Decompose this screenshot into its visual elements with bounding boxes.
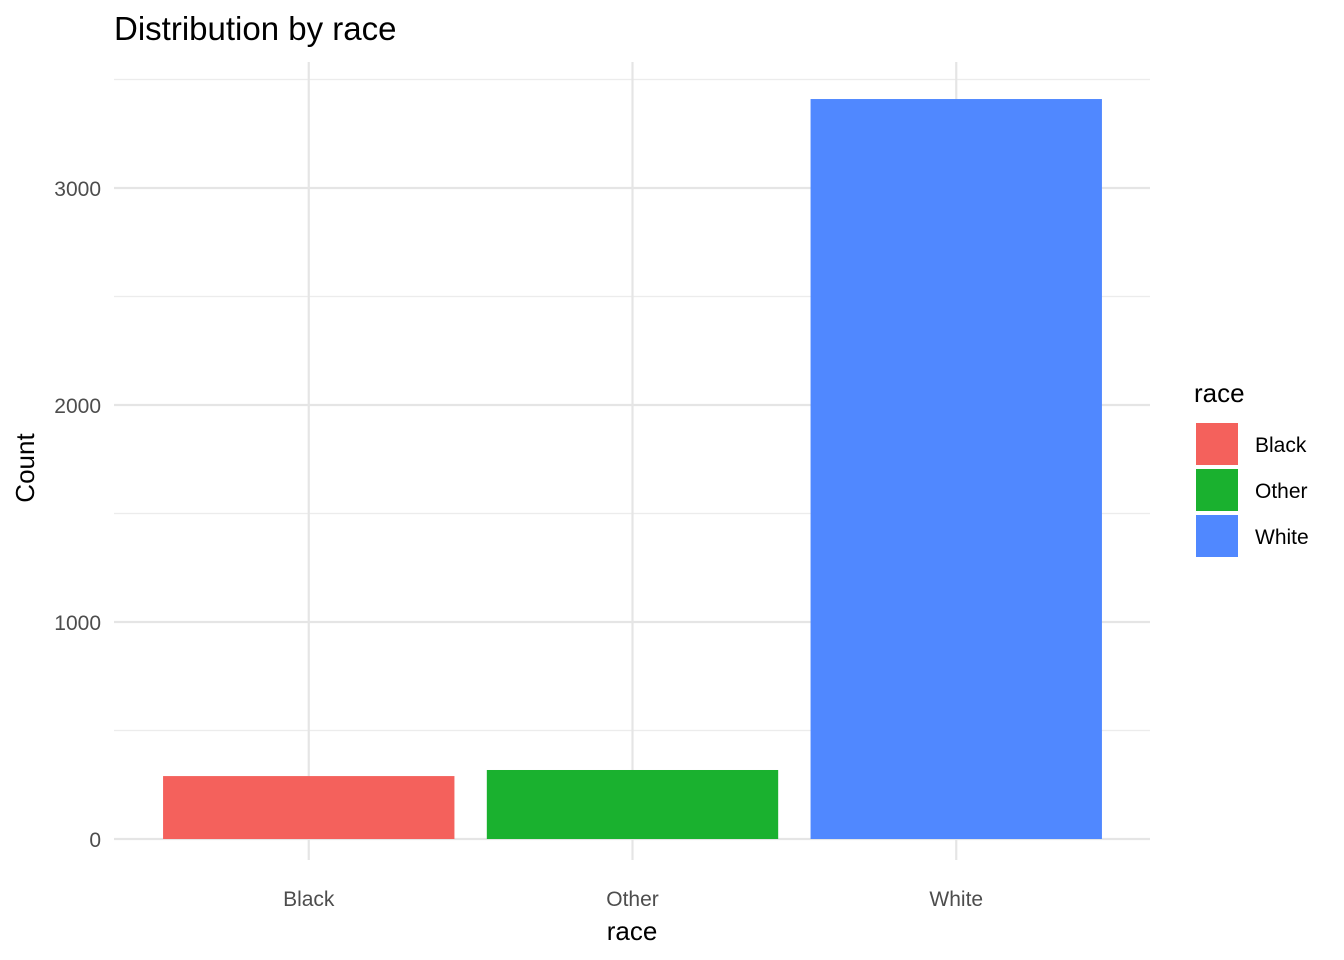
legend-swatch-white (1196, 515, 1238, 557)
chart-title: Distribution by race (114, 10, 396, 47)
x-tick-label: Other (606, 888, 659, 911)
legend-swatch-other (1196, 469, 1238, 511)
y-tick-label: 2000 (54, 395, 101, 418)
y-tick-label: 0 (89, 829, 101, 852)
bar-black (163, 776, 455, 839)
legend: race Black Other White (1194, 378, 1309, 557)
y-tick-label: 3000 (54, 178, 101, 201)
bar-other (486, 769, 779, 839)
x-tick-label: White (929, 888, 983, 911)
bar-white (810, 99, 1102, 839)
legend-items: Black Other White (1196, 423, 1309, 557)
bars-layer (163, 99, 1102, 839)
x-axis-ticks: Black Other White (283, 888, 983, 911)
x-axis-title: race (607, 916, 658, 946)
y-axis-ticks: 0 1000 2000 3000 (54, 178, 101, 852)
y-tick-label: 1000 (54, 612, 101, 635)
legend-label-white: White (1255, 526, 1309, 549)
legend-label-other: Other (1255, 480, 1308, 503)
x-tick-label: Black (283, 888, 335, 911)
y-axis-title: Count (10, 433, 40, 503)
legend-title: race (1194, 378, 1245, 408)
legend-swatch-black (1196, 423, 1238, 465)
legend-label-black: Black (1255, 434, 1307, 457)
